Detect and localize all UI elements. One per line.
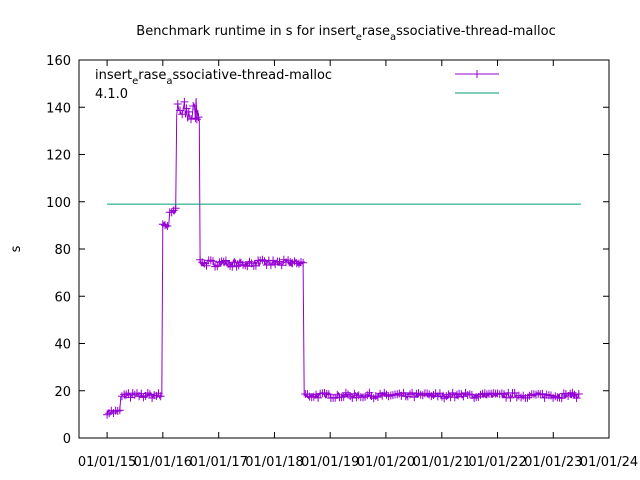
y-tick-label: 120 <box>46 149 71 164</box>
y-tick-label: 140 <box>46 101 71 116</box>
x-tick-label: 01/01/17 <box>190 455 248 470</box>
legend-entry-1-marker <box>473 70 481 78</box>
y-tick-label: 160 <box>46 54 71 69</box>
x-tick-label: 01/01/22 <box>468 455 526 470</box>
x-tick-label: 01/01/21 <box>413 455 471 470</box>
x-tick-label: 01/01/15 <box>78 455 136 470</box>
y-axis: 0 20 40 60 80 100 120 140 160 <box>46 54 609 447</box>
y-tick-label: 60 <box>54 290 71 305</box>
x-tick-label: 01/01/16 <box>134 455 192 470</box>
plot-frame <box>78 59 610 439</box>
legend-entry-2-label: 4.1.0 <box>95 87 128 102</box>
x-tick-label: 01/01/24 <box>580 455 638 470</box>
x-tick-label: 01/01/19 <box>301 455 359 470</box>
series-insert-erase <box>103 97 583 419</box>
y-tick-label: 20 <box>54 385 71 400</box>
y-tick-label: 40 <box>54 338 71 353</box>
y-tick-label: 0 <box>63 432 71 447</box>
y-tick-label: 100 <box>46 196 71 211</box>
x-tick-label: 01/01/23 <box>524 455 582 470</box>
y-tick-label: 80 <box>54 243 71 258</box>
y-axis-label: s <box>9 245 24 252</box>
series-line <box>106 98 580 415</box>
series-markers <box>103 97 583 419</box>
x-axis: 01/01/1501/01/1601/01/1701/01/1801/01/19… <box>78 60 638 470</box>
legend: inserteraseassociative-thread-malloc 4.1… <box>95 68 499 102</box>
x-tick-label: 01/01/18 <box>245 455 303 470</box>
chart-title: Benchmark runtime in s for inserteraseas… <box>136 24 555 43</box>
x-tick-label: 01/01/20 <box>357 455 415 470</box>
legend-entry-1-label: inserteraseassociative-thread-malloc <box>95 68 332 87</box>
